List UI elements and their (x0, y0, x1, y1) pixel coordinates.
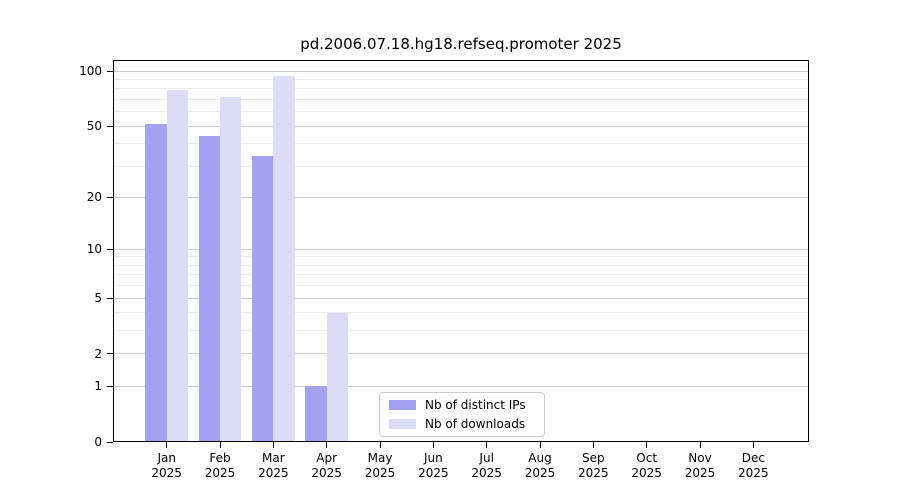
y-tick-label: 20 (86, 190, 102, 205)
legend: Nb of distinct IPs Nb of downloads (379, 392, 545, 437)
x-tick-label: Jan 2025 (151, 451, 182, 480)
y-tick-label: 5 (94, 291, 102, 305)
y-tick (107, 125, 113, 127)
gridline-minor (113, 274, 809, 276)
x-tick-label: Aug 2025 (524, 451, 556, 480)
legend-label: Nb of downloads (425, 417, 526, 431)
y-tick-label: 10 (86, 242, 102, 257)
bar-nb-of-downloads-mar (273, 76, 295, 442)
gridline-minor (113, 264, 809, 266)
x-tick-label: May 2025 (364, 451, 396, 480)
y-tick (107, 196, 113, 198)
gridline-minor (113, 143, 809, 145)
x-tick-label: Dec 2025 (738, 451, 769, 480)
gridline-major (113, 353, 809, 355)
y-tick (107, 441, 113, 443)
x-tick-label: Apr 2025 (311, 451, 342, 480)
x-tick (166, 442, 168, 448)
gridline-minor (113, 285, 809, 287)
x-tick-label: Jul 2025 (471, 451, 502, 480)
gridline-major (113, 70, 809, 72)
chart-title: pd.2006.07.18.hg18.refseq.promoter 2025 (300, 35, 622, 53)
x-tick (432, 442, 434, 448)
x-tick (219, 442, 221, 448)
y-tick (107, 248, 113, 250)
y-tick (107, 70, 113, 72)
x-tick (752, 442, 754, 448)
y-tick-label: 50 (86, 119, 102, 134)
y-tick-label: 1 (94, 379, 102, 394)
x-tick (379, 442, 381, 448)
legend-label: Nb of distinct IPs (425, 398, 526, 412)
x-tick (592, 442, 594, 448)
y-tick (107, 297, 113, 299)
bar-nb-of-distinct-ips-jan (145, 124, 167, 442)
y-tick-label: 0 (94, 435, 102, 449)
x-tick (326, 442, 328, 448)
gridline-major (113, 385, 809, 387)
gridline-major (113, 248, 809, 250)
gridline-major (113, 125, 809, 127)
legend-swatch-nb-of-downloads (389, 419, 416, 429)
x-tick-label: Feb 2025 (204, 451, 236, 480)
x-tick-label: Mar 2025 (258, 451, 289, 480)
x-tick (272, 442, 274, 448)
x-tick (486, 442, 488, 448)
legend-item-nb-of-downloads: Nb of downloads (389, 417, 535, 431)
gridline-minor (113, 79, 809, 80)
x-tick (539, 442, 541, 448)
bar-nb-of-distinct-ips-mar (252, 156, 274, 442)
bar-nb-of-distinct-ips-apr (305, 386, 327, 442)
gridline-major (113, 196, 809, 198)
y-tick-label: 100 (79, 64, 102, 79)
bar-nb-of-downloads-feb (220, 97, 242, 442)
x-tick (699, 442, 701, 448)
bar-nb-of-downloads-apr (326, 312, 348, 442)
legend-swatch-nb-of-distinct-ips (389, 400, 416, 410)
y-tick (107, 385, 113, 387)
gridline-minor (113, 312, 809, 314)
gridline-minor (113, 165, 809, 167)
legend-item-nb-of-distinct-ips: Nb of distinct IPs (389, 398, 535, 412)
x-tick-label: Jun 2025 (418, 451, 449, 480)
y-tick (107, 353, 113, 355)
gridline-minor (113, 98, 809, 100)
gridline-minor (113, 111, 809, 113)
gridline-minor (113, 256, 809, 258)
x-tick-label: Oct 2025 (631, 451, 662, 480)
gridline-minor (113, 330, 809, 332)
x-tick-label: Sep 2025 (578, 451, 609, 480)
x-tick-label: Nov 2025 (684, 451, 716, 480)
bar-nb-of-downloads-jan (166, 89, 188, 442)
y-tick-label: 2 (94, 346, 102, 361)
gridline-minor (113, 88, 809, 90)
x-tick (646, 442, 648, 448)
bar-nb-of-distinct-ips-feb (198, 136, 221, 442)
gridline-major (113, 297, 809, 299)
